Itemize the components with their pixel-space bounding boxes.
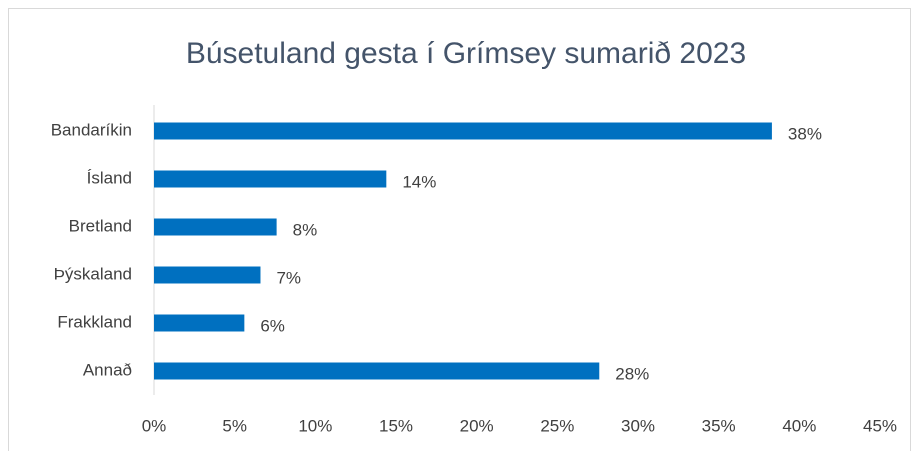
x-tick-label: 0% [142,416,167,435]
data-label: 7% [276,268,301,287]
x-tick-label: 20% [460,416,494,435]
bar [154,170,387,188]
y-tick-label: Bretland [69,216,132,235]
y-tick-label: Bandaríkin [51,120,132,139]
x-tick-label: 25% [540,416,574,435]
y-tick-label: Þýskaland [54,264,132,283]
bar [154,266,261,284]
bar [154,362,600,380]
data-label: 38% [788,124,822,143]
x-tick-label: 40% [782,416,816,435]
data-label: 28% [615,364,649,383]
bar [154,314,245,332]
data-label: 14% [402,172,436,191]
chart-frame [8,8,911,451]
bar [154,218,277,236]
bar [154,122,772,140]
chart-title: Búsetuland gesta í Grímsey sumarið 2023 [186,37,746,70]
y-tick-label: Ísland [87,168,132,187]
x-tick-label: 15% [379,416,413,435]
x-tick-label: 35% [702,416,736,435]
x-tick-label: 5% [222,416,247,435]
x-tick-label: 30% [621,416,655,435]
y-tick-label: Annað [83,360,132,379]
x-tick-label: 45% [863,416,897,435]
data-label: 6% [260,316,285,335]
data-label: 8% [293,220,318,239]
x-tick-label: 10% [298,416,332,435]
y-tick-label: Frakkland [57,312,132,331]
